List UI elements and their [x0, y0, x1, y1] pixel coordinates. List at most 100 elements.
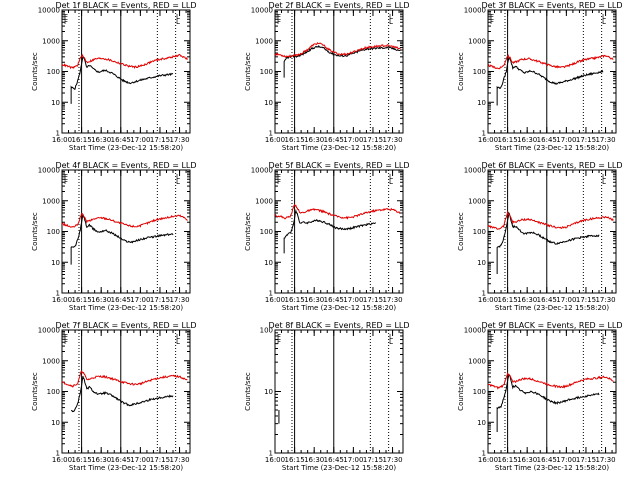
chart-panel-6: Det 6f BLACK = Events, RED = LLD 1 10 100 10… — [457, 161, 623, 312]
chart-title: Det 4f BLACK = Events, RED = LLD — [55, 161, 196, 170]
y-axis-label: Counts/sec — [457, 52, 465, 91]
chart-title: Det 7f BLACK = Events, RED = LLD — [55, 321, 196, 330]
y-tick-label: 10 — [264, 388, 273, 396]
corner-label: F — [490, 333, 494, 341]
x-tick-label: 16:00 — [52, 296, 72, 304]
corner-label: F — [277, 338, 281, 346]
x-axis-label: Start Time (23-Dec-12 15:58:20) — [495, 304, 609, 312]
corner-label: L — [389, 173, 393, 181]
series-line-events — [283, 208, 376, 254]
y-tick-label: 100 — [260, 327, 273, 335]
y-tick-label: 10 — [264, 99, 273, 107]
x-tick-label: 16:00 — [265, 296, 285, 304]
y-tick-label: 1 — [56, 130, 60, 138]
corner-label: L — [602, 338, 606, 346]
x-axis-label: Start Time (23-Dec-12 15:58:20) — [69, 144, 183, 152]
y-axis-label: Counts/sec — [244, 52, 252, 91]
x-tick-label: 17:00 — [343, 456, 363, 464]
y-axis-label: Counts/sec — [457, 372, 465, 411]
x-tick-label: 16:15 — [497, 456, 517, 464]
y-tick-label: 100 — [473, 388, 486, 396]
x-tick-label: 17:15 — [150, 456, 170, 464]
y-tick-label: 10 — [51, 99, 60, 107]
x-tick-label: 17:30 — [169, 456, 189, 464]
corner-label: F — [64, 178, 68, 186]
chart-title: Det 5f BLACK = Events, RED = LLD — [268, 161, 409, 170]
x-tick-label: 17:30 — [595, 136, 615, 144]
corner-label: F — [64, 333, 68, 341]
x-tick-label: 16:00 — [265, 456, 285, 464]
y-tick-label: 10000 — [464, 7, 486, 15]
x-axis-label: Start Time (23-Dec-12 15:58:20) — [69, 464, 183, 472]
corner-label: F — [277, 178, 281, 186]
chart-title: Det 6f BLACK = Events, RED = LLD — [481, 161, 622, 170]
corner-label: F — [64, 18, 68, 26]
chart-title: Det 8f BLACK = Events, RED = LLD — [268, 321, 409, 330]
y-tick-label: 10 — [477, 99, 486, 107]
series-line-events — [496, 56, 604, 106]
chart-panel-2: Det 2f BLACK = Events, RED = LLD 1 10 100 10… — [244, 1, 410, 152]
series-line-lld — [61, 212, 188, 228]
y-tick-label: 1000 — [255, 37, 273, 45]
y-tick-label: 10 — [51, 259, 60, 267]
corner-label: L — [389, 18, 393, 26]
series-line-lld — [274, 203, 401, 220]
chart-panel-9: Det 9f BLACK = Events, RED = LLD 1 10 100 10… — [457, 321, 623, 472]
y-tick-label: 1 — [269, 130, 273, 138]
x-tick-label: 16:00 — [52, 456, 72, 464]
x-tick-label: 16:00 — [478, 456, 498, 464]
y-tick-label: 10 — [51, 419, 60, 427]
x-tick-label: 16:45 — [537, 296, 557, 304]
y-tick-label: 1000 — [42, 357, 60, 365]
x-tick-label: 16:45 — [111, 456, 131, 464]
x-tick-label: 17:00 — [130, 136, 150, 144]
y-tick-label: 100 — [260, 68, 273, 76]
series-line-lld — [61, 53, 188, 70]
y-tick-label: 100 — [47, 228, 60, 236]
series-line-lld — [487, 371, 614, 390]
series-line-lld — [487, 209, 614, 230]
x-tick-label: 16:15 — [284, 296, 304, 304]
y-tick-label: 10 — [264, 259, 273, 267]
x-tick-label: 17:00 — [556, 296, 576, 304]
corner-label: F — [490, 173, 494, 181]
y-tick-label: 1 — [482, 130, 486, 138]
x-tick-label: 17:30 — [382, 296, 402, 304]
x-tick-label: 16:30 — [517, 296, 537, 304]
chart-title: Det 9f BLACK = Events, RED = LLD — [481, 321, 622, 330]
y-axis-label: Counts/sec — [244, 372, 252, 411]
corner-label: L — [389, 333, 393, 341]
x-tick-label: 16:00 — [478, 296, 498, 304]
x-tick-label: 17:30 — [595, 456, 615, 464]
series-line-events — [70, 214, 174, 265]
corner-label: F — [490, 178, 494, 186]
y-tick-label: 100 — [260, 228, 273, 236]
x-tick-label: 17:15 — [150, 296, 170, 304]
corner-label: L — [176, 338, 180, 346]
corner-label: F — [277, 333, 281, 341]
chart-panel-1: Det 1f BLACK = Events, RED = LLD 1 10 100 10… — [31, 1, 197, 152]
x-tick-label: 17:00 — [130, 296, 150, 304]
corner-label: L — [602, 173, 606, 181]
y-tick-label: 10 — [477, 259, 486, 267]
x-tick-label: 16:30 — [91, 456, 111, 464]
x-axis-label: Start Time (23-Dec-12 15:58:20) — [495, 144, 609, 152]
y-tick-label: 10 — [477, 419, 486, 427]
y-tick-label: 10000 — [464, 167, 486, 175]
x-tick-label: 16:30 — [91, 296, 111, 304]
x-tick-label: 16:45 — [324, 456, 344, 464]
x-tick-label: 16:45 — [111, 296, 131, 304]
x-tick-label: 17:15 — [363, 296, 383, 304]
series-line-events — [283, 44, 401, 78]
corner-label: F — [277, 13, 281, 21]
x-axis-label: Start Time (23-Dec-12 15:58:20) — [282, 144, 396, 152]
x-tick-label: 17:15 — [576, 296, 596, 304]
y-tick-label: 100 — [473, 228, 486, 236]
y-tick-label: 1 — [482, 450, 486, 458]
series-line-lld — [61, 370, 188, 388]
corner-label: L — [176, 173, 180, 181]
chart-panel-3: Det 3f BLACK = Events, RED = LLD 1 10 100 10… — [457, 1, 623, 152]
x-tick-label: 16:45 — [537, 136, 557, 144]
chart-panel-7: Det 7f BLACK = Events, RED = LLD 1 10 100 10… — [31, 321, 197, 472]
x-tick-label: 16:30 — [91, 136, 111, 144]
